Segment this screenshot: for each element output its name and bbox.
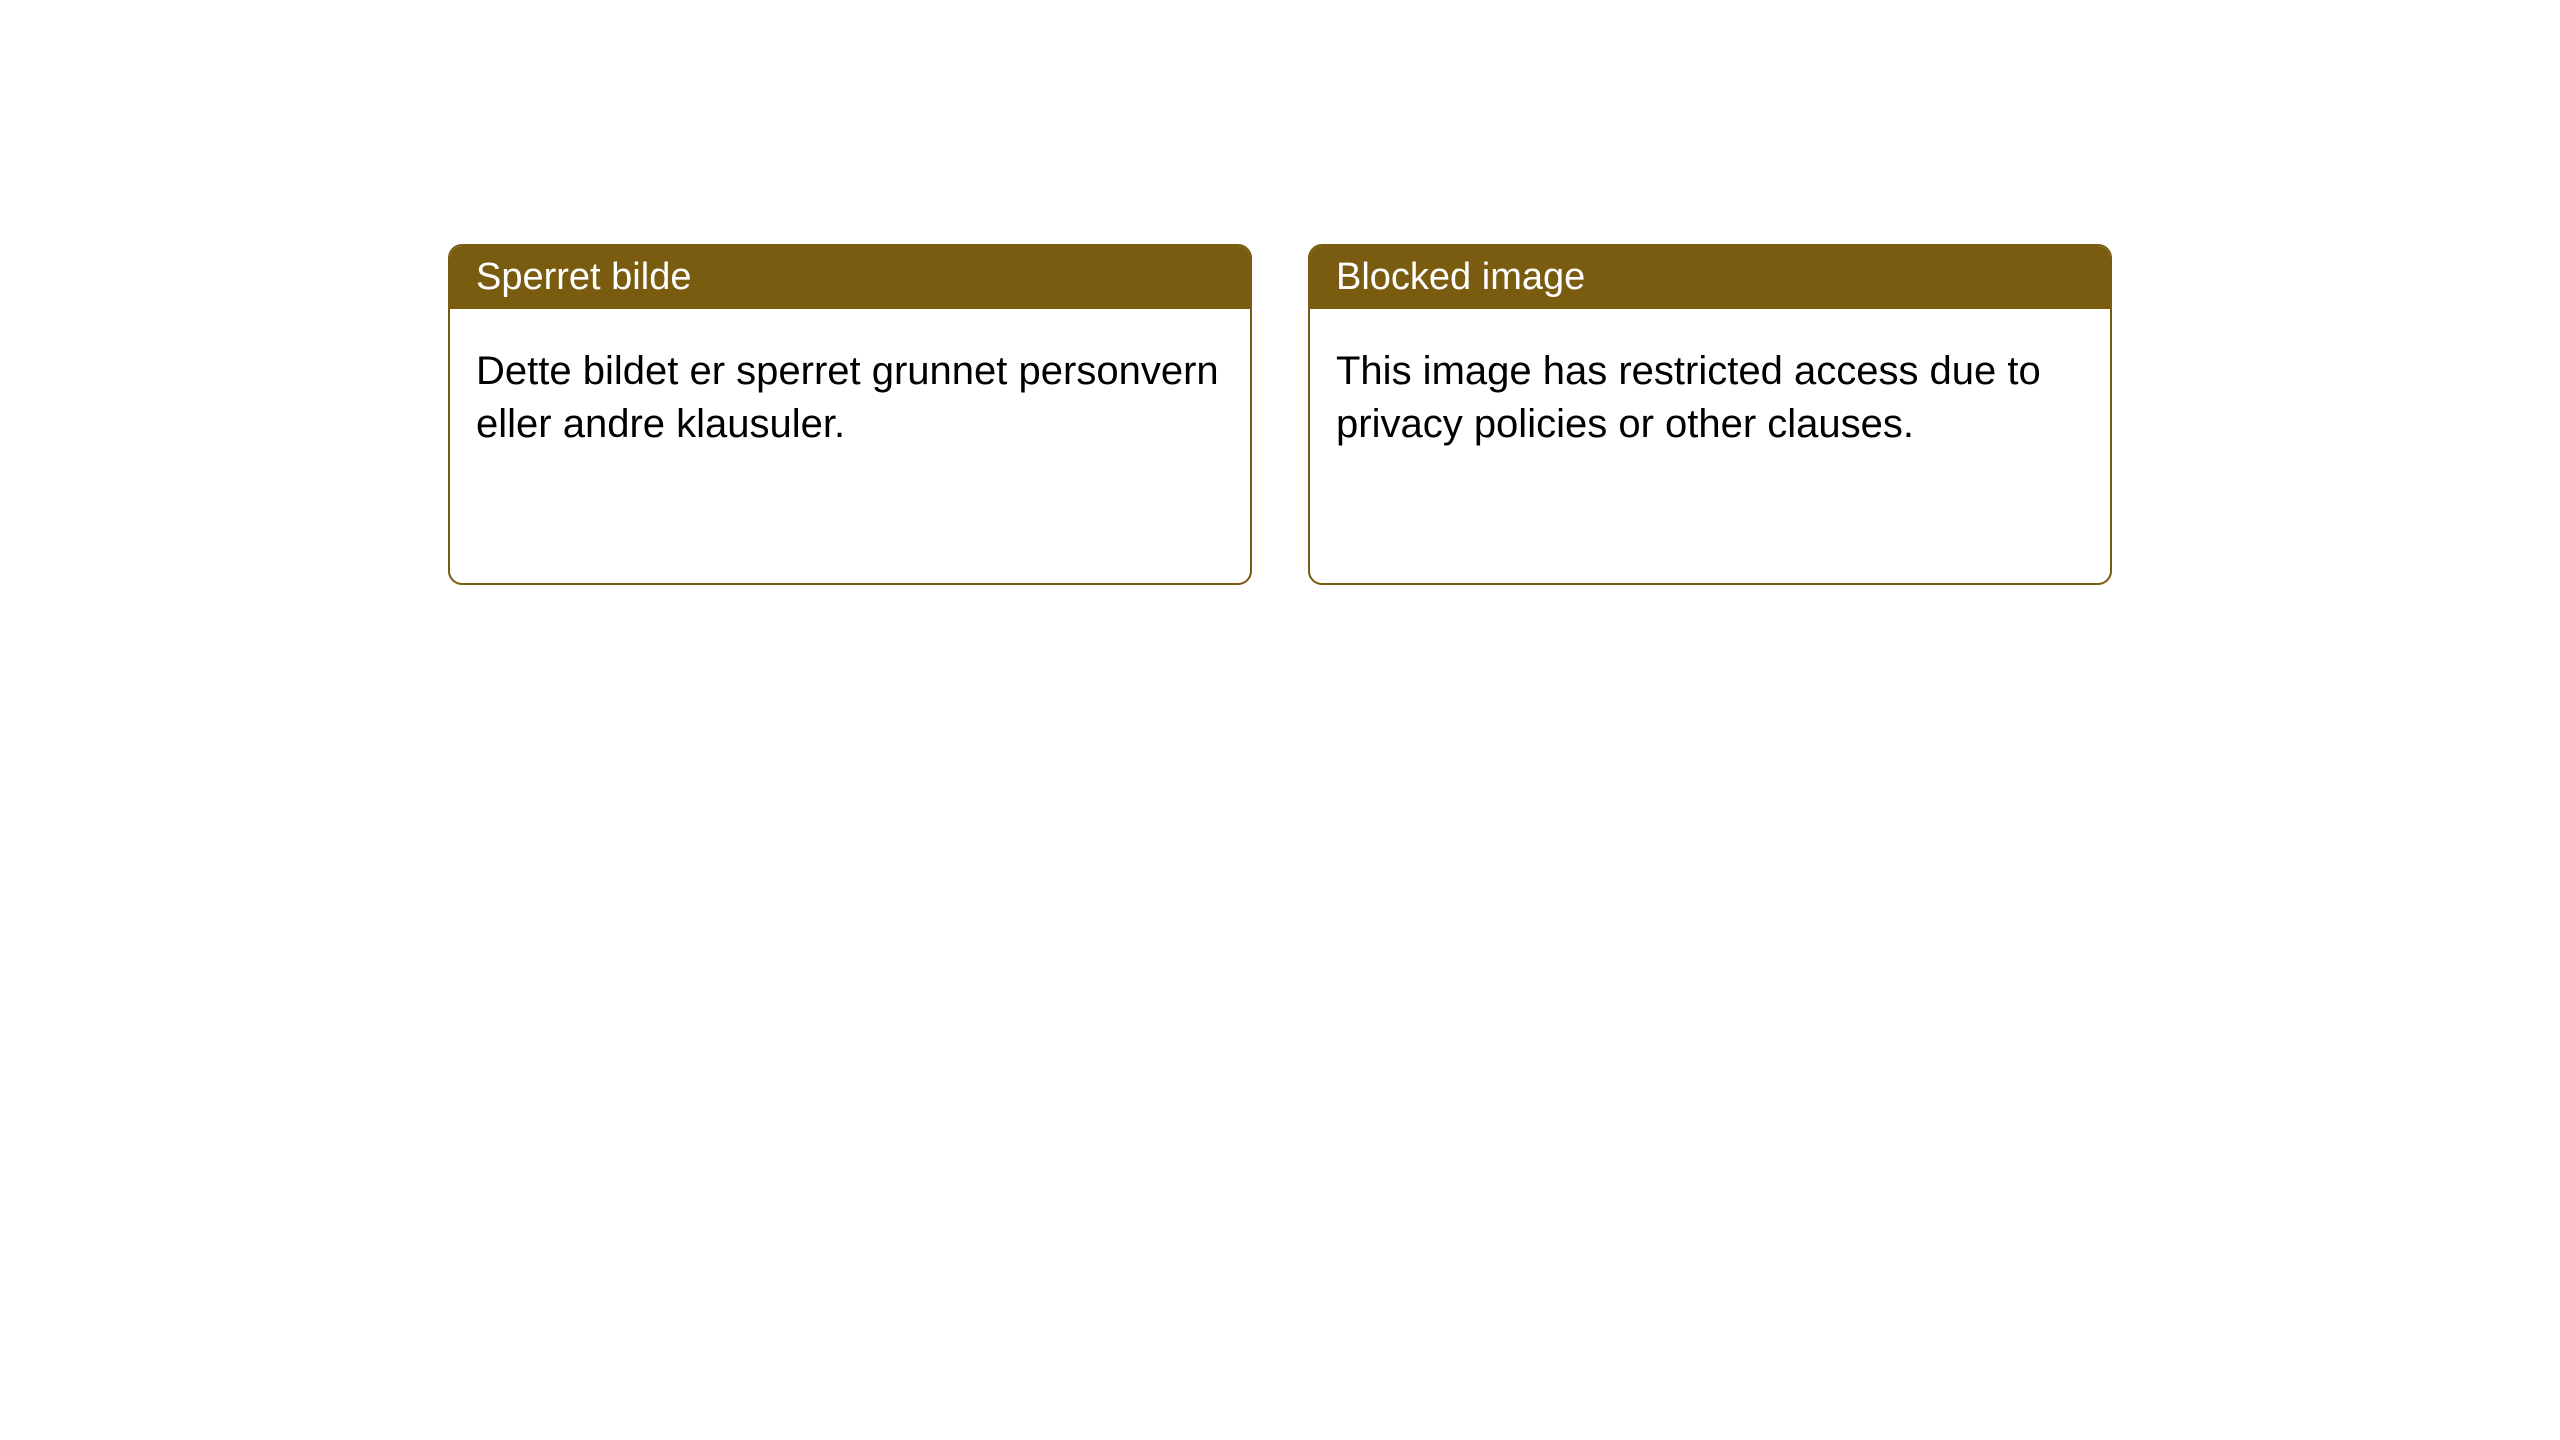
notice-card-english: Blocked image This image has restricted …	[1308, 244, 2112, 585]
card-body: Dette bildet er sperret grunnet personve…	[450, 309, 1250, 583]
card-body-text: Dette bildet er sperret grunnet personve…	[476, 349, 1219, 446]
card-body-text: This image has restricted access due to …	[1336, 349, 2041, 446]
card-header: Blocked image	[1310, 246, 2110, 309]
card-header: Sperret bilde	[450, 246, 1250, 309]
card-body: This image has restricted access due to …	[1310, 309, 2110, 583]
card-title: Sperret bilde	[476, 256, 691, 298]
notice-card-norwegian: Sperret bilde Dette bildet er sperret gr…	[448, 244, 1252, 585]
notice-container: Sperret bilde Dette bildet er sperret gr…	[448, 244, 2112, 585]
card-title: Blocked image	[1336, 256, 1585, 298]
